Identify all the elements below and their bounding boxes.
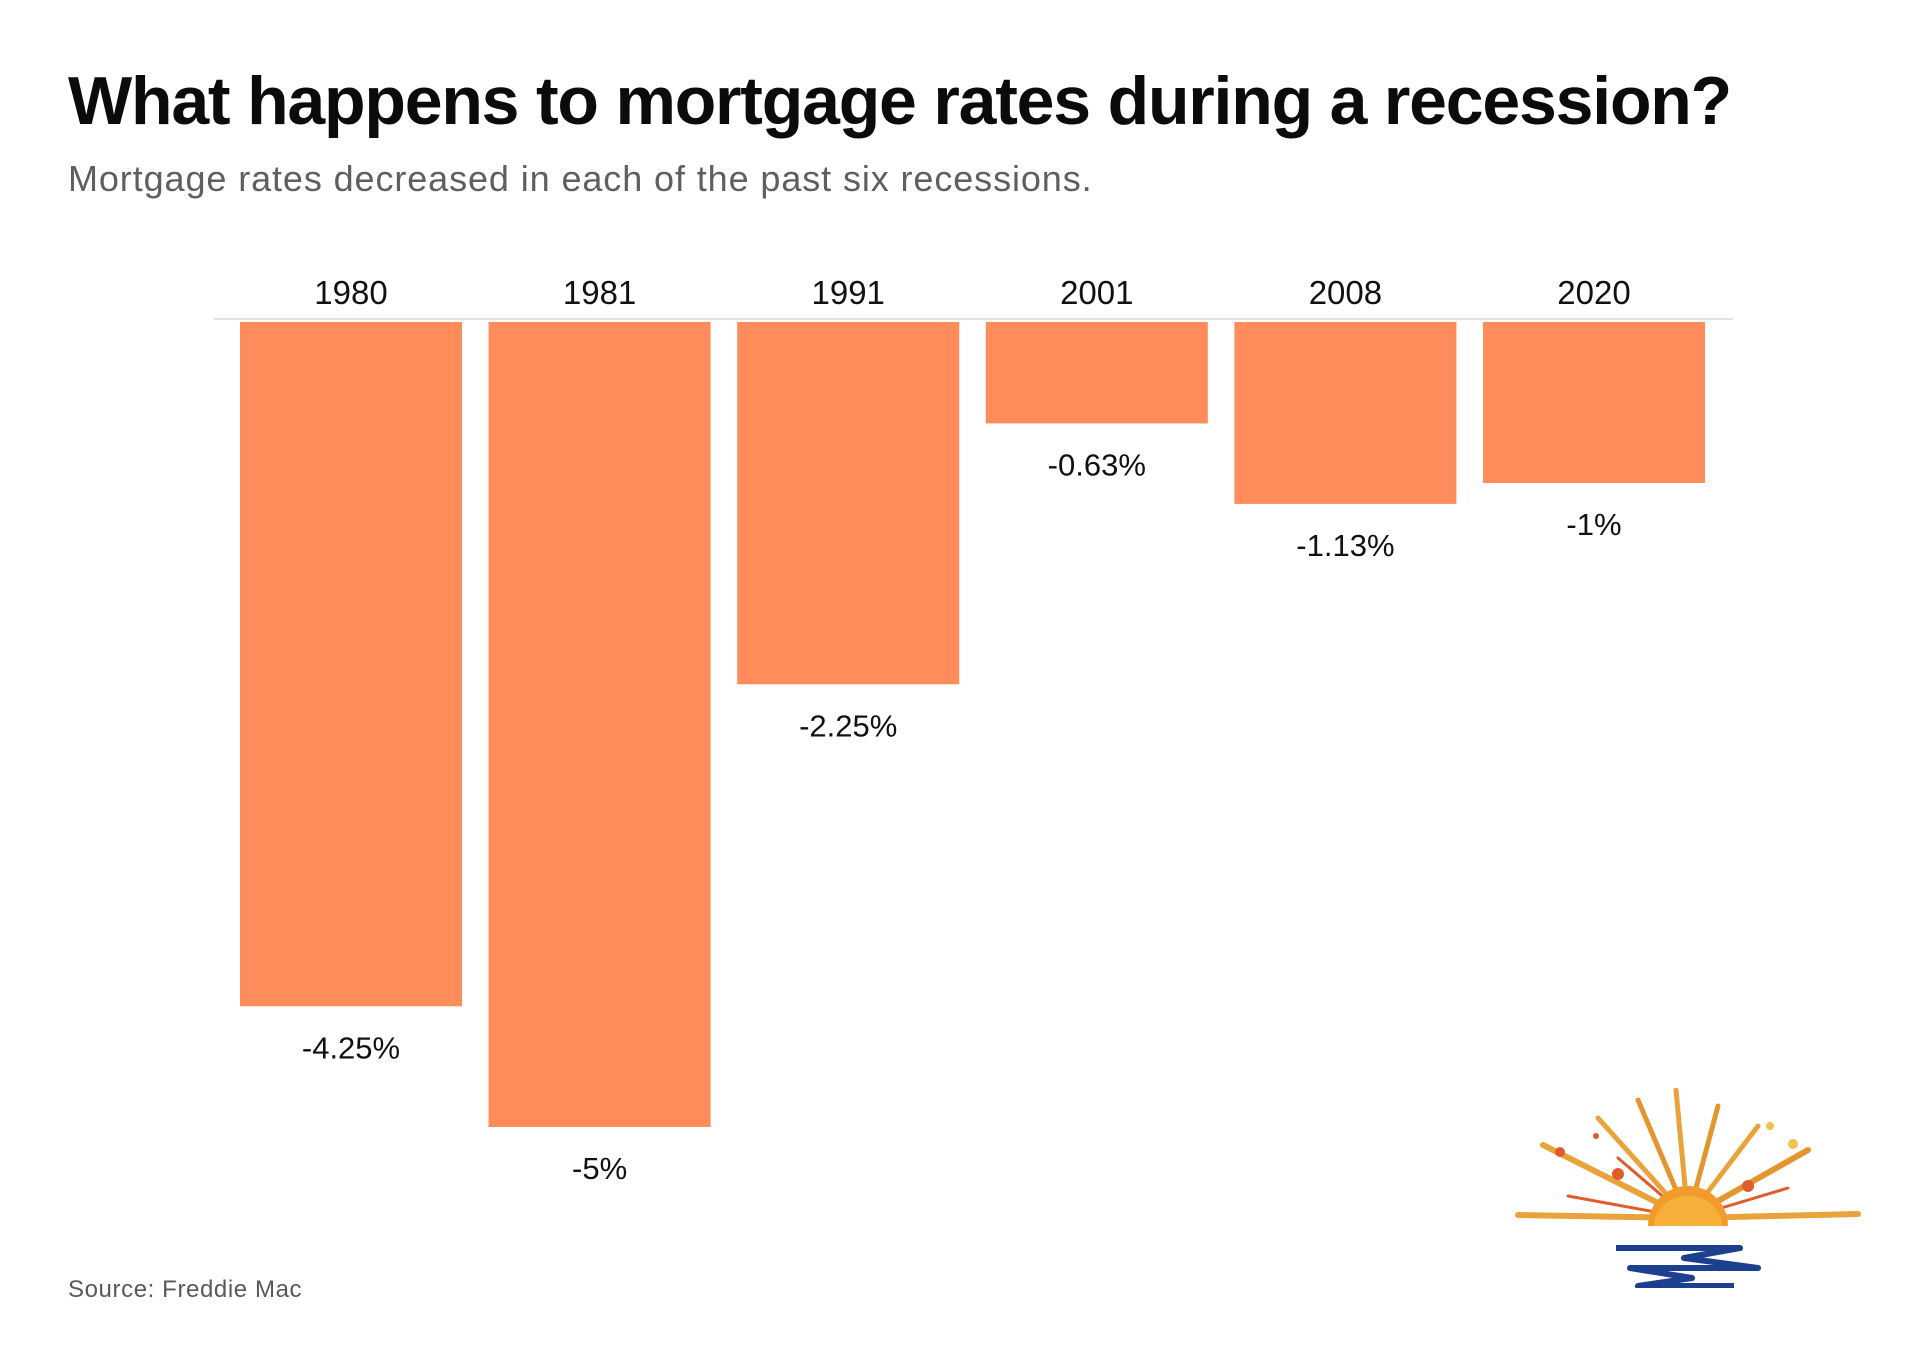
bar-1980: [240, 322, 462, 1007]
source-note: Source: Freddie Mac: [68, 1276, 303, 1303]
bar-2008: [1234, 322, 1457, 504]
category-label-2001: 2001: [1060, 274, 1133, 311]
bar-1991: [737, 322, 960, 685]
value-label-2008: -1.13%: [1296, 528, 1394, 563]
bar-1981: [488, 322, 711, 1127]
bar-2001: [985, 322, 1208, 424]
sunrise-logo-icon: [1515, 1088, 1861, 1288]
category-label-1981: 1981: [563, 274, 636, 311]
category-label-2008: 2008: [1309, 274, 1382, 311]
bar-2020: [1483, 322, 1705, 483]
category-label-2020: 2020: [1557, 274, 1630, 311]
category-label-1980: 1980: [314, 274, 387, 311]
value-label-2020: -1%: [1566, 507, 1621, 542]
value-label-2001: -0.63%: [1048, 447, 1146, 482]
chart-title: What happens to mortgage rates during a …: [68, 63, 1732, 139]
bar-group: [240, 322, 1705, 1127]
value-label-1980: -4.25%: [302, 1030, 400, 1065]
value-label-1981: -5%: [572, 1151, 627, 1186]
value-label-group: -4.25% -5% -2.25% -0.63% -1.13% -1%: [302, 447, 1622, 1186]
value-label-1991: -2.25%: [799, 708, 897, 743]
chart-subtitle: Mortgage rates decreased in each of the …: [68, 158, 1093, 199]
category-label-group: 1980 1981 1991 2001 2008 2020: [314, 274, 1630, 311]
category-label-1991: 1991: [811, 274, 884, 311]
